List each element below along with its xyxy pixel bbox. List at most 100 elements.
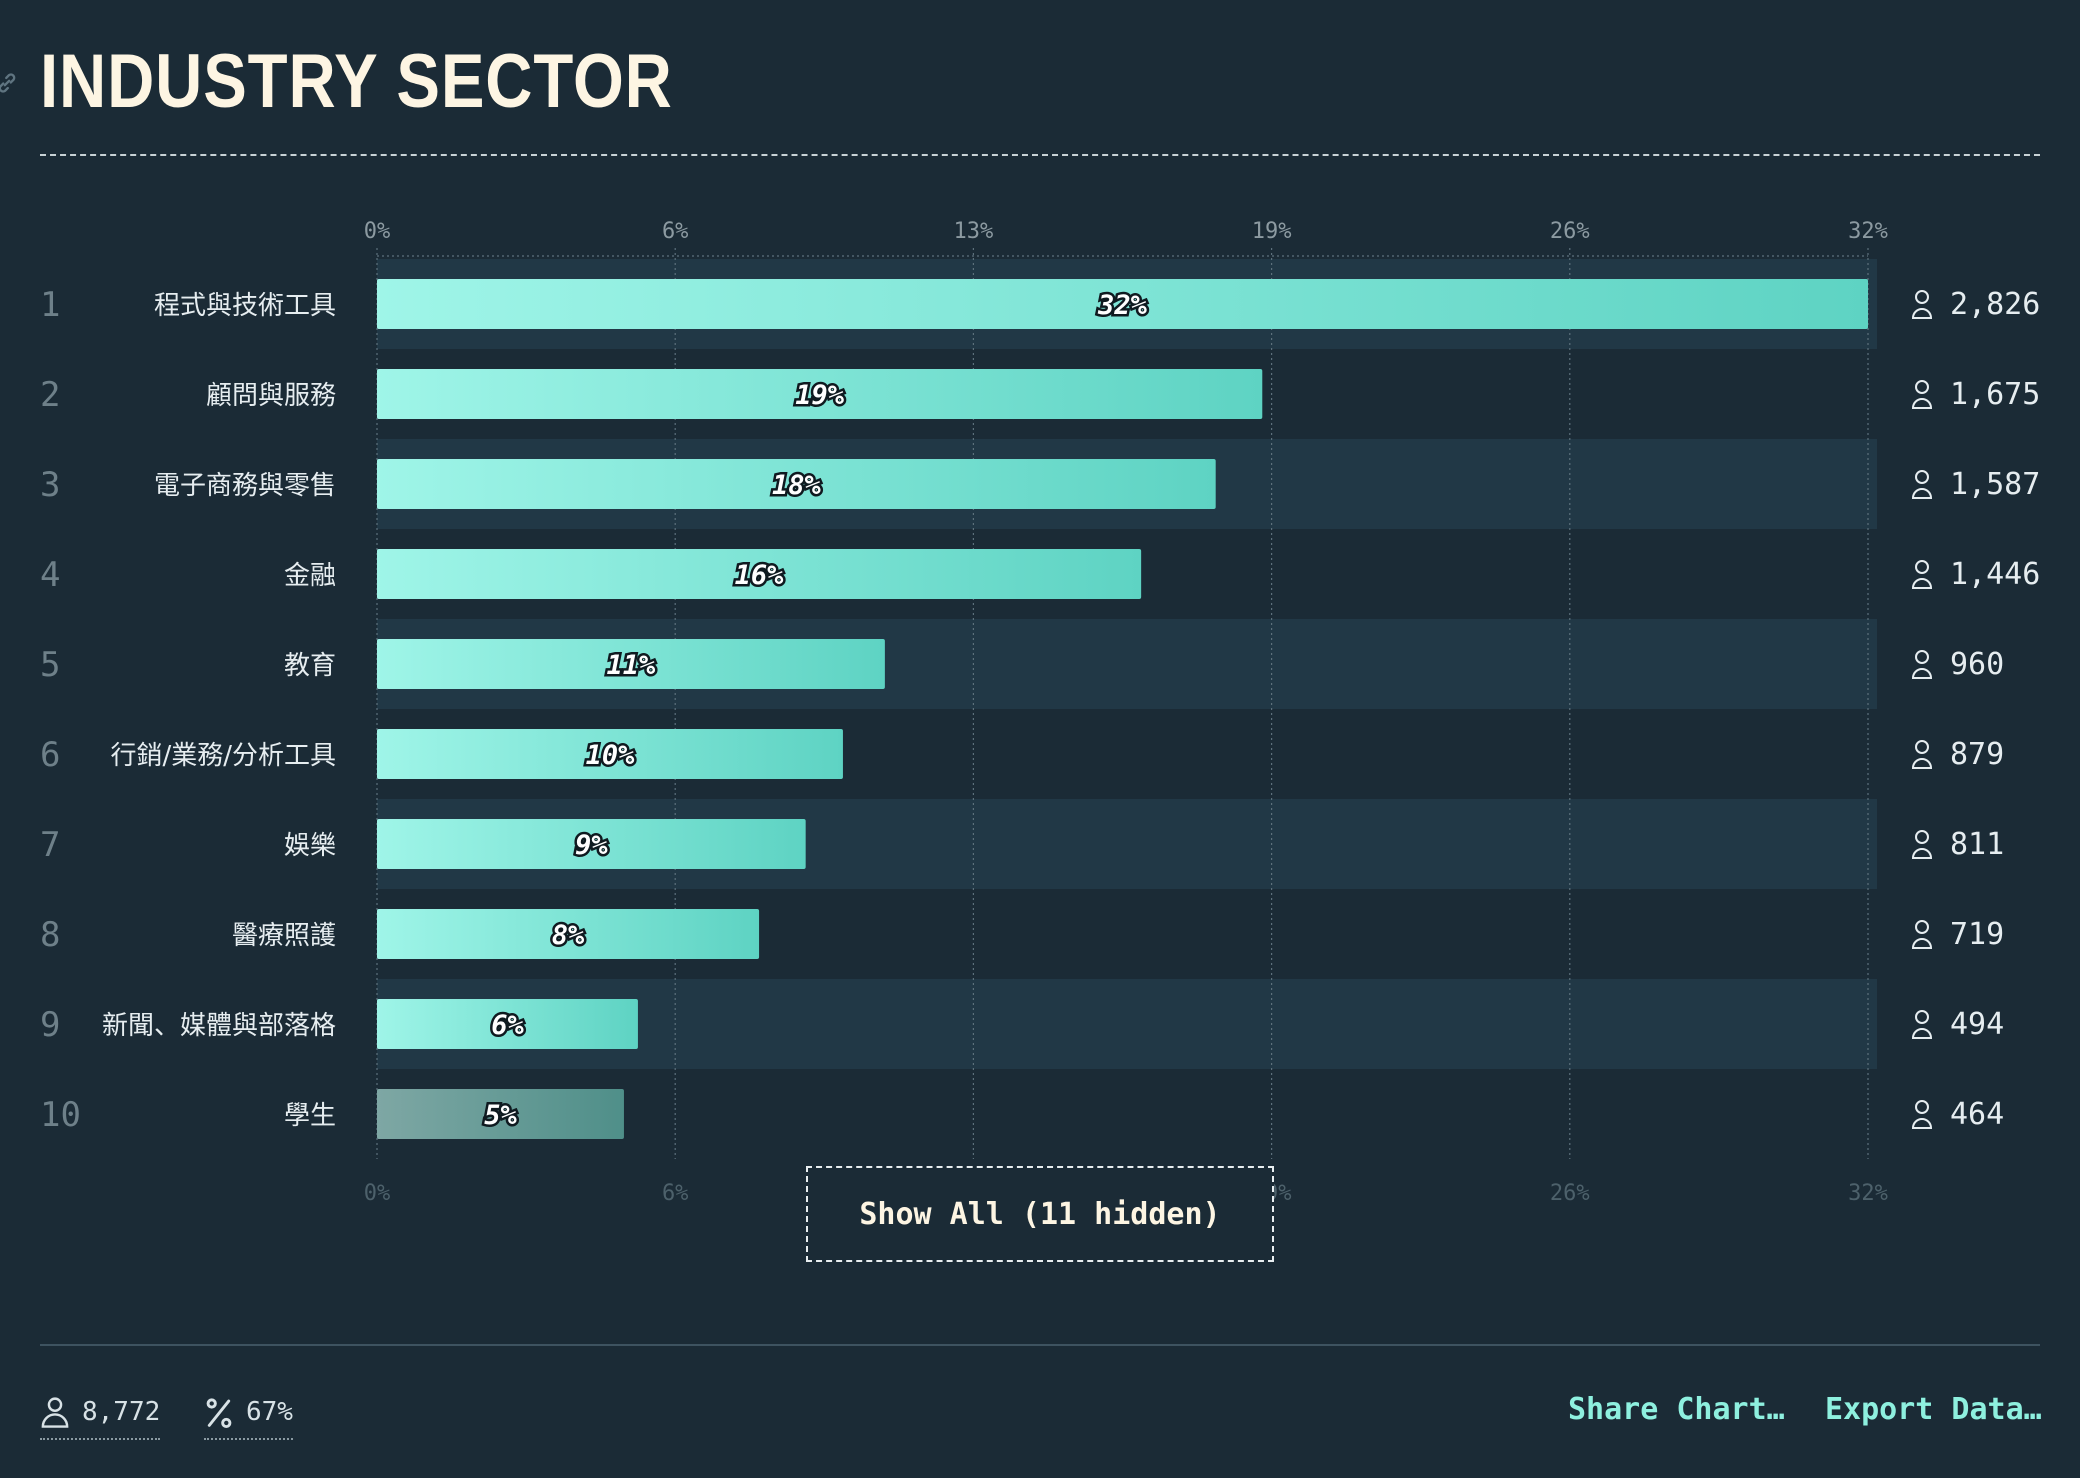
row-label: 顧問與服務 (206, 381, 336, 411)
row-count: 811 (1950, 827, 2004, 862)
person-icon-body (1911, 308, 1933, 319)
row-rank: 4 (40, 555, 60, 595)
row-label: 娛樂 (284, 831, 336, 861)
title-divider (40, 154, 2040, 156)
footer-divider (40, 1344, 2040, 1346)
row-label: 教育 (284, 651, 336, 681)
bar-value-label: 18% (772, 470, 822, 501)
person-icon-body (1911, 578, 1933, 589)
bar (377, 459, 1216, 509)
x-tick-label: 26% (1550, 219, 1590, 244)
page-title: INDUSTRY SECTOR (40, 39, 673, 124)
person-icon-body (1911, 1028, 1933, 1039)
show-all-button[interactable]: Show All (11 hidden) (806, 1166, 1274, 1262)
person-icon-head (1915, 380, 1929, 394)
row-label: 電子商務與零售 (154, 471, 336, 501)
row-rank: 7 (40, 825, 60, 865)
respondents-stat[interactable]: 8,772 (40, 1390, 161, 1440)
row-count: 960 (1950, 647, 2004, 682)
person-icon-head (1915, 1010, 1929, 1024)
bar (377, 999, 638, 1049)
row-rank: 8 (40, 915, 60, 955)
person-icon-head (1915, 560, 1929, 574)
bar (377, 549, 1142, 599)
row-count: 1,587 (1950, 467, 2040, 502)
bar (377, 909, 760, 959)
row-rank: 9 (40, 1005, 60, 1045)
bar-value-label: 19% (795, 380, 845, 411)
bar (377, 1089, 624, 1139)
share-chart-link[interactable]: Share Chart… (1568, 1392, 1785, 1427)
row-label: 學生 (284, 1101, 336, 1131)
x-tick-label: 32% (1848, 219, 1888, 244)
person-icon-head (1915, 650, 1929, 664)
bar (377, 639, 885, 689)
x-tick-label: 13% (954, 219, 994, 244)
bar-value-label: 5% (484, 1100, 517, 1131)
row-count: 719 (1950, 917, 2004, 952)
row-rank: 10 (40, 1095, 81, 1135)
bar-value-label: 6% (491, 1010, 524, 1041)
person-icon (1911, 1100, 1933, 1129)
row-count: 494 (1950, 1007, 2004, 1042)
bar-value-label: 11% (607, 650, 657, 681)
person-icon-body (1911, 758, 1933, 769)
bar-value-label: 32% (1097, 290, 1148, 321)
export-data-link[interactable]: Export Data… (1825, 1392, 2042, 1427)
person-icon-body (1911, 938, 1933, 949)
bar-value-label: 8% (552, 920, 585, 951)
row-rank: 2 (40, 375, 60, 415)
person-icon-head (1915, 740, 1929, 754)
bar (377, 279, 1868, 329)
person-icon-head (1915, 470, 1929, 484)
x-tick-label-bottom: 32% (1848, 1181, 1888, 1206)
row-count: 2,826 (1950, 287, 2040, 322)
person-icon-body (1911, 488, 1933, 499)
bar-value-label: 9% (575, 830, 608, 861)
x-tick-label: 6% (662, 219, 689, 244)
person-icon-body (1911, 398, 1933, 409)
person-icon (1911, 650, 1933, 679)
person-icon (1911, 920, 1933, 949)
percent-stat[interactable]: 67% (204, 1390, 293, 1440)
person-icon (1911, 290, 1933, 319)
person-icon-body (1911, 848, 1933, 859)
bar-value-label: 16% (735, 560, 785, 591)
row-count: 1,675 (1950, 377, 2040, 412)
row-rank: 5 (40, 645, 60, 685)
person-icon (1911, 560, 1933, 589)
person-icon-body (1911, 1118, 1933, 1129)
x-tick-label: 0% (364, 219, 391, 244)
person-icon (1911, 380, 1933, 409)
row-label: 醫療照護 (232, 921, 336, 951)
bar (377, 369, 1263, 419)
percent-icon (206, 1398, 232, 1429)
row-count: 879 (1950, 737, 2004, 772)
row-rank: 6 (40, 735, 60, 775)
x-tick-label-bottom: 0% (364, 1181, 391, 1206)
person-icon (1911, 830, 1933, 859)
person-icon-head (1915, 1100, 1929, 1114)
percent-value: 67% (246, 1397, 293, 1427)
row-rank: 1 (40, 285, 60, 325)
person-icon (41, 1397, 69, 1428)
person-icon (1911, 1010, 1933, 1039)
bar (377, 729, 843, 779)
respondents-count: 8,772 (82, 1397, 161, 1427)
person-icon (1911, 740, 1933, 769)
person-icon-head (1915, 290, 1929, 304)
row-label: 金融 (284, 561, 336, 591)
link-icon[interactable] (0, 70, 20, 96)
person-icon-head (1915, 830, 1929, 844)
x-tick-label-bottom: 6% (662, 1181, 689, 1206)
row-label: 程式與技術工具 (154, 291, 336, 321)
x-tick-label-bottom: 26% (1550, 1181, 1590, 1206)
bar (377, 819, 806, 869)
person-icon-body (1911, 668, 1933, 679)
row-count: 464 (1950, 1097, 2004, 1132)
x-tick-label: 19% (1252, 219, 1292, 244)
bar-value-label: 10% (586, 740, 636, 771)
bar-chart: 0%0%6%6%13%13%19%19%26%26%32%32%1程式與技術工具… (40, 219, 2040, 1206)
row-label: 新聞、媒體與部落格 (102, 1011, 336, 1041)
person-icon-head (1915, 920, 1929, 934)
